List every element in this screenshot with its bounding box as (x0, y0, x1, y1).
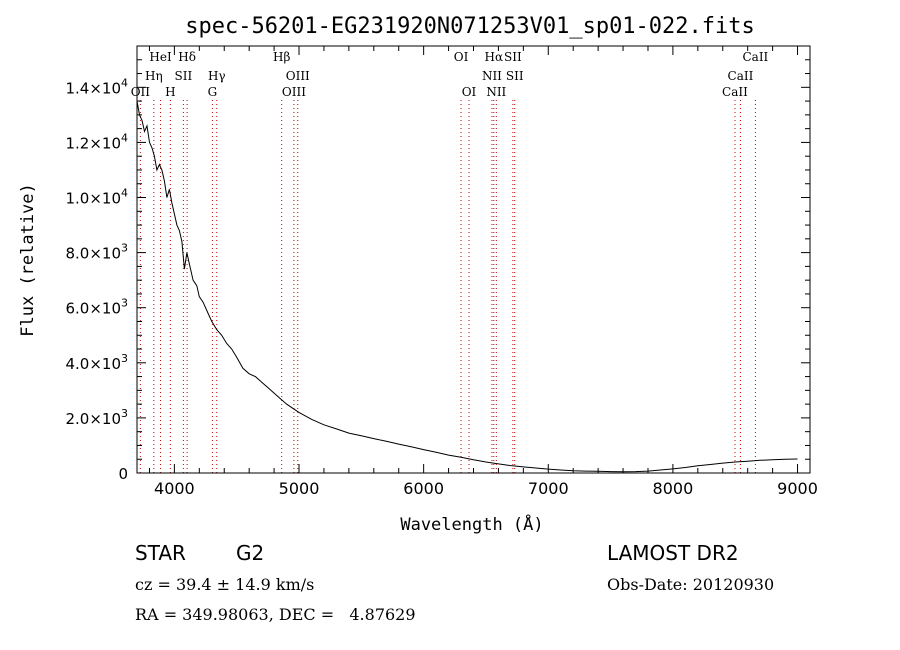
x-tick-label: 4000 (154, 479, 195, 498)
spectrum-line (136, 101, 798, 473)
y-tick-label: 8.0×103 (65, 242, 128, 263)
marker-label: CaII (728, 69, 754, 83)
x-tick-label: 5000 (279, 479, 320, 498)
marker-label: OI (462, 85, 477, 99)
marker-label: G (208, 85, 218, 99)
marker-label: SII (506, 69, 524, 83)
y-axis-label: Flux (relative) (18, 183, 38, 337)
object-class: STAR (135, 541, 186, 565)
x-tick-label: 9000 (777, 479, 818, 498)
x-tick-label: 7000 (528, 479, 569, 498)
y-tick-label: 4.0×103 (65, 352, 128, 373)
marker-label: H (165, 85, 175, 99)
marker-label: Hα (485, 50, 504, 64)
obs-date: Obs-Date: 20120930 (607, 575, 775, 594)
marker-label: SII (504, 50, 522, 64)
redshift-text: cz = 39.4 ± 14.9 km/s (135, 575, 315, 594)
coordinates-text: RA = 349.98063, DEC = 4.87629 (135, 605, 416, 624)
y-axis: 0 2.0×103 4.0×103 6.0×103 8.0×103 1.0×104 1.2×… (65, 59, 810, 483)
y-tick-label: 1.2×104 (65, 131, 128, 152)
x-tick-label: 6000 (403, 479, 444, 498)
marker-label: Hη (145, 69, 163, 83)
marker-label: OII (131, 85, 151, 99)
marker-label: Hδ (178, 50, 196, 64)
x-axis: 4000 5000 6000 7000 8000 9000 (148, 46, 818, 498)
marker-label: Hβ (273, 50, 290, 64)
plot-frame (136, 45, 811, 474)
y-tick-label: 6.0×103 (65, 297, 128, 318)
marker-label: NII (482, 69, 502, 83)
x-axis-label: Wavelength (Å) (400, 513, 543, 535)
survey-name: LAMOST DR2 (607, 541, 739, 565)
x-tick-label: 8000 (653, 479, 694, 498)
marker-label: NII (486, 85, 506, 99)
marker-label: HeI (149, 50, 172, 64)
marker-label: CaII (742, 50, 768, 64)
marker-label: OI (454, 50, 469, 64)
marker-label: OIII (282, 85, 306, 99)
y-tick-label: 1.0×104 (65, 187, 128, 208)
y-tick-label: 0 (118, 465, 128, 483)
marker-label: OIII (286, 69, 310, 83)
chart-title: spec-56201-EG231920N071253V01_sp01-022.f… (185, 14, 755, 39)
marker-label: SII (175, 69, 193, 83)
marker-label: CaII (722, 85, 748, 99)
object-subclass: G2 (236, 541, 265, 565)
y-tick-label: 1.4×104 (65, 76, 128, 97)
marker-label: Hγ (208, 69, 226, 83)
y-tick-label: 2.0×103 (65, 407, 128, 428)
